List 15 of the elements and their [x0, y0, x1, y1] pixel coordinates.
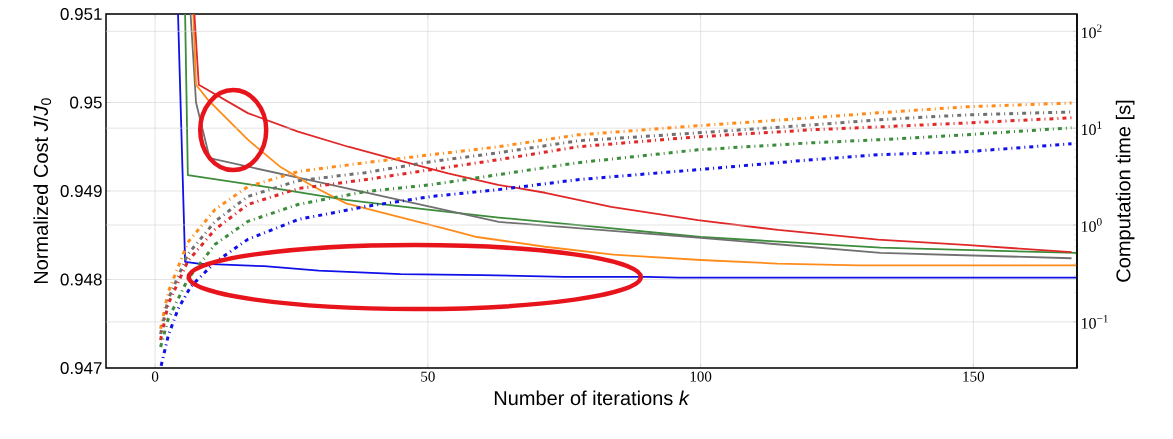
x-tick-label: 150	[963, 371, 985, 382]
y-tick-label: 0.95	[70, 96, 102, 109]
y-tick-label: 0.947	[60, 361, 102, 375]
y2-tick-label: 10$^{−1}$	[1081, 314, 1108, 329]
x-tick-label: 100	[690, 371, 712, 382]
x-axis-title: Number of iterations k	[494, 390, 690, 406]
y-tick-label: 0.951	[60, 7, 102, 21]
y-tick-label: 0.949	[60, 184, 102, 198]
y2-tick-label: 10$^{2}$	[1081, 24, 1102, 39]
x-tick-label: 50	[421, 371, 435, 382]
y2-tick-label: 10$^{0}$	[1081, 218, 1102, 232]
y2-tick-label: 10$^{1}$	[1081, 121, 1102, 136]
y2-axis-title: Computation time [s]	[1115, 100, 1135, 282]
y-tick-label: 0.948	[60, 273, 102, 286]
x-tick-label: 0	[151, 371, 159, 382]
